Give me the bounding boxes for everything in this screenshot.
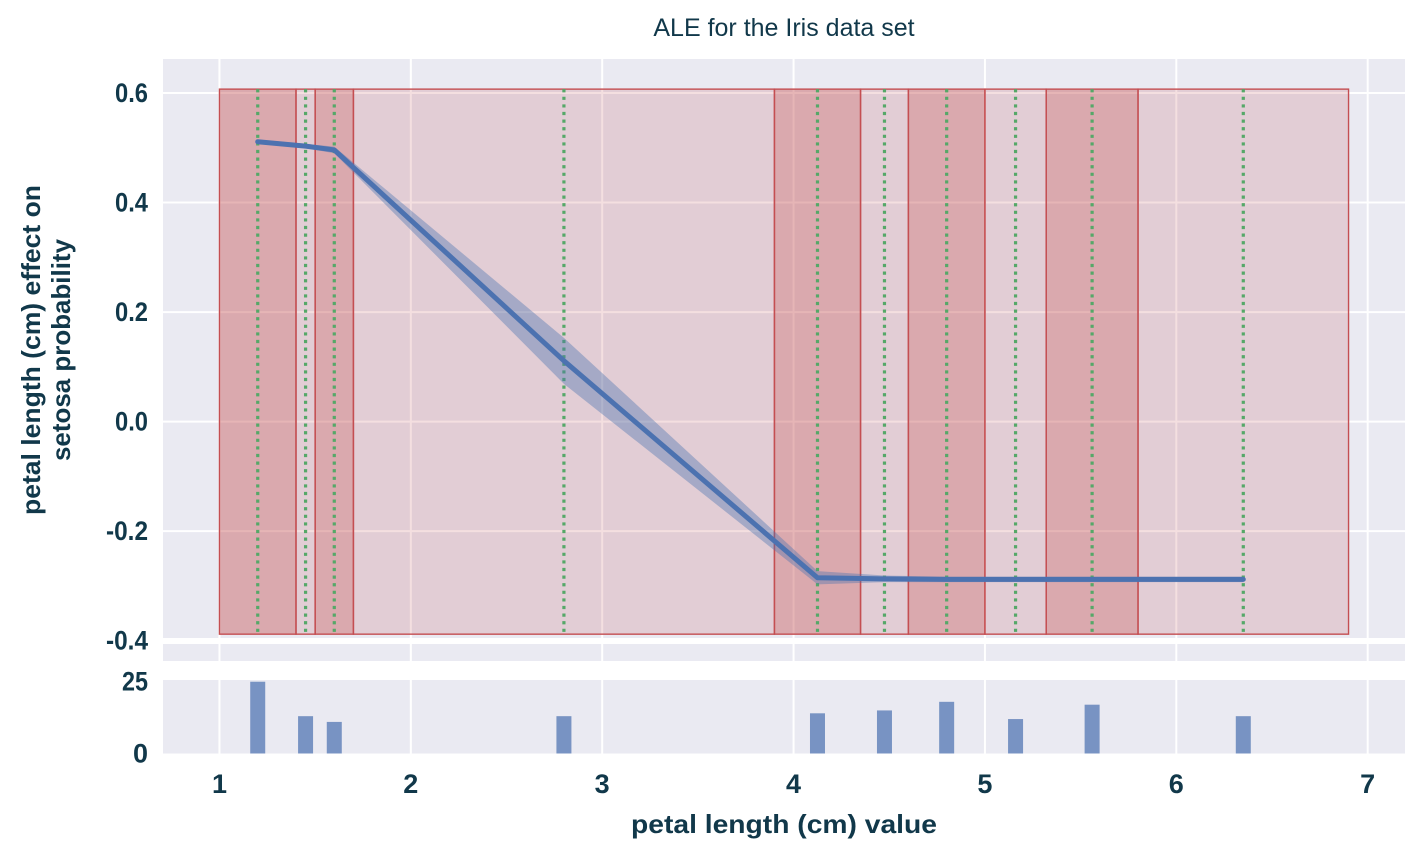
hist-bar [298,716,314,754]
hist-bar [1008,719,1024,754]
main-axes-background [163,59,1405,638]
quantile-interval-band [295,88,316,635]
x-tick-label: 3 [595,769,610,799]
y-axis-label-line1: petal length (cm) effect on [16,185,46,515]
x-tick-label: 6 [1169,769,1184,799]
x-axis-label: petal length (cm) value [631,809,937,839]
hist-bar [809,713,825,754]
y-tick-label: 0.4 [115,188,148,218]
x-tick-label: 2 [403,769,418,799]
quantile-interval-band [907,88,986,635]
hist-bar [556,716,572,754]
histogram-axes [163,680,1405,754]
quantile-interval-band [1137,88,1350,635]
y-tick-label: -0.4 [106,626,148,656]
y-tick-label: 0.2 [115,297,148,327]
strip-axes-background [163,644,1405,661]
quantile-interval-band [218,88,297,635]
tick-labels: 0.6 0.4 0.2 0.0 -0.2 -0.4 25 0 1 2 3 4 5 6 7 [106,78,1375,799]
x-tick-label: 1 [212,769,227,799]
main-plot-axes [163,59,1405,638]
chart-title: ALE for the Iris data set [653,14,914,42]
x-tick-label: 5 [977,769,992,799]
hist-axes-background [163,680,1405,754]
quantile-interval-band [859,88,910,635]
quantile-interval-band [1045,88,1139,635]
hist-bar [1235,716,1251,754]
hist-bar [250,681,266,754]
y-axis-label-line2: setosa probability [46,238,76,461]
hist-bar [326,721,342,754]
x-tick-label: 7 [1360,769,1375,799]
spacer-strip-axes [163,644,1405,661]
x-tick-label: 4 [786,769,801,799]
hist-y-tick-label: 25 [122,667,148,697]
y-tick-label: 0.6 [115,78,148,108]
quantile-interval-band [314,88,355,635]
y-tick-label: 0.0 [115,407,148,437]
ale-line [255,139,1246,582]
y-tick-label: -0.2 [106,516,148,546]
quantile-interval-band [984,88,1047,635]
hist-y-tick-label: 0 [133,739,148,769]
hist-bar [1084,704,1100,754]
hist-bar [939,701,955,754]
hist-bar [876,710,892,754]
